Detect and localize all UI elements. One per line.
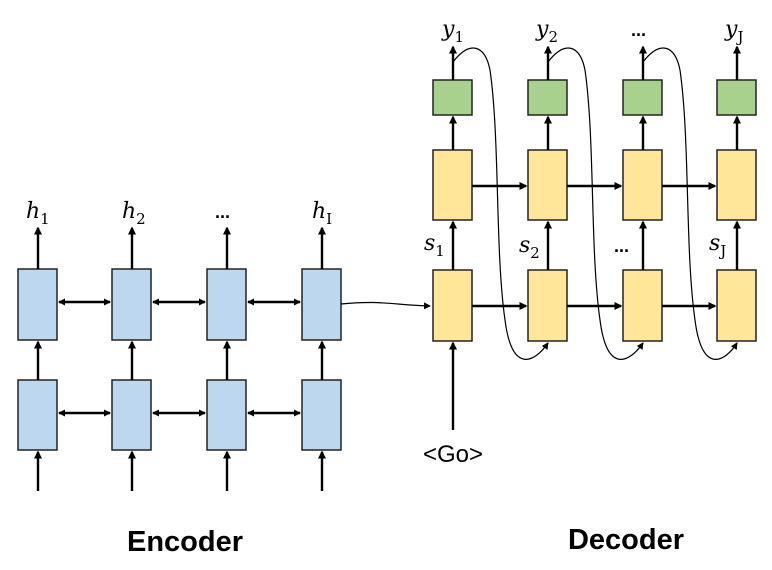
decoder: <Go> [423, 17, 757, 556]
encoder-cell-bottom-3 [206, 379, 247, 451]
encoder-output-h1: h1 [26, 199, 50, 228]
encoder-bidirectional-arrows [58, 298, 301, 417]
encoder-title: Encoder [127, 526, 243, 558]
decoder-output-cell-4 [716, 79, 757, 116]
encoder: h1 h2 ... hI Encoder [17, 199, 342, 558]
decoder-output-y2: y2 [535, 17, 558, 46]
decoder-state-ellipsis: ... [614, 236, 629, 256]
context-connector [340, 301, 431, 310]
decoder-cell-bottom-1 [432, 269, 473, 342]
decoder-cell-bottom-3 [622, 269, 663, 342]
encoder-input-arrows [34, 450, 326, 491]
encoder-output-h2: h2 [122, 199, 146, 228]
decoder-output-y1: y1 [441, 17, 464, 46]
decoder-state-s2: s2 [519, 233, 540, 262]
encoder-cell-bottom-2 [111, 379, 152, 451]
encoder-cell-bottom-1 [17, 379, 58, 451]
decoder-to-output-arrows [449, 115, 741, 150]
encoder-cell-bottom-4 [301, 379, 342, 451]
go-token: <Go> [423, 441, 483, 468]
decoder-cell-top-4 [716, 149, 757, 221]
encoder-cell-top-1 [17, 268, 58, 341]
decoder-title: Decoder [568, 524, 684, 556]
encoder-output-arrows [34, 226, 326, 269]
decoder-state-sJ: sJ [709, 231, 726, 260]
decoder-cell-bottom-2 [527, 269, 568, 342]
decoder-output-cell-2 [527, 79, 568, 116]
encoder-cell-top-4 [301, 268, 342, 341]
decoder-recurrent-arrows [472, 182, 717, 310]
decoder-cell-top-2 [527, 149, 568, 221]
decoder-output-cell-1 [432, 79, 473, 116]
decoder-output-arrows [449, 45, 741, 80]
encoder-layer-arrows [34, 340, 326, 380]
decoder-cell-bottom-4 [716, 269, 757, 342]
encoder-output-ellipsis: ... [215, 202, 230, 222]
decoder-feedback-curves [452, 47, 738, 360]
decoder-state-s1: s1 [424, 231, 445, 260]
decoder-cell-top-3 [622, 149, 663, 221]
encoder-cell-top-3 [206, 268, 247, 341]
decoder-output-yJ: yJ [724, 17, 743, 46]
decoder-layer-arrows [449, 220, 741, 270]
encoder-output-hI: hI [312, 199, 332, 228]
decoder-output-ellipsis: ... [631, 20, 646, 40]
encoder-cell-top-2 [111, 268, 152, 341]
decoder-output-cell-3 [622, 79, 663, 116]
decoder-cell-top-1 [432, 149, 473, 221]
